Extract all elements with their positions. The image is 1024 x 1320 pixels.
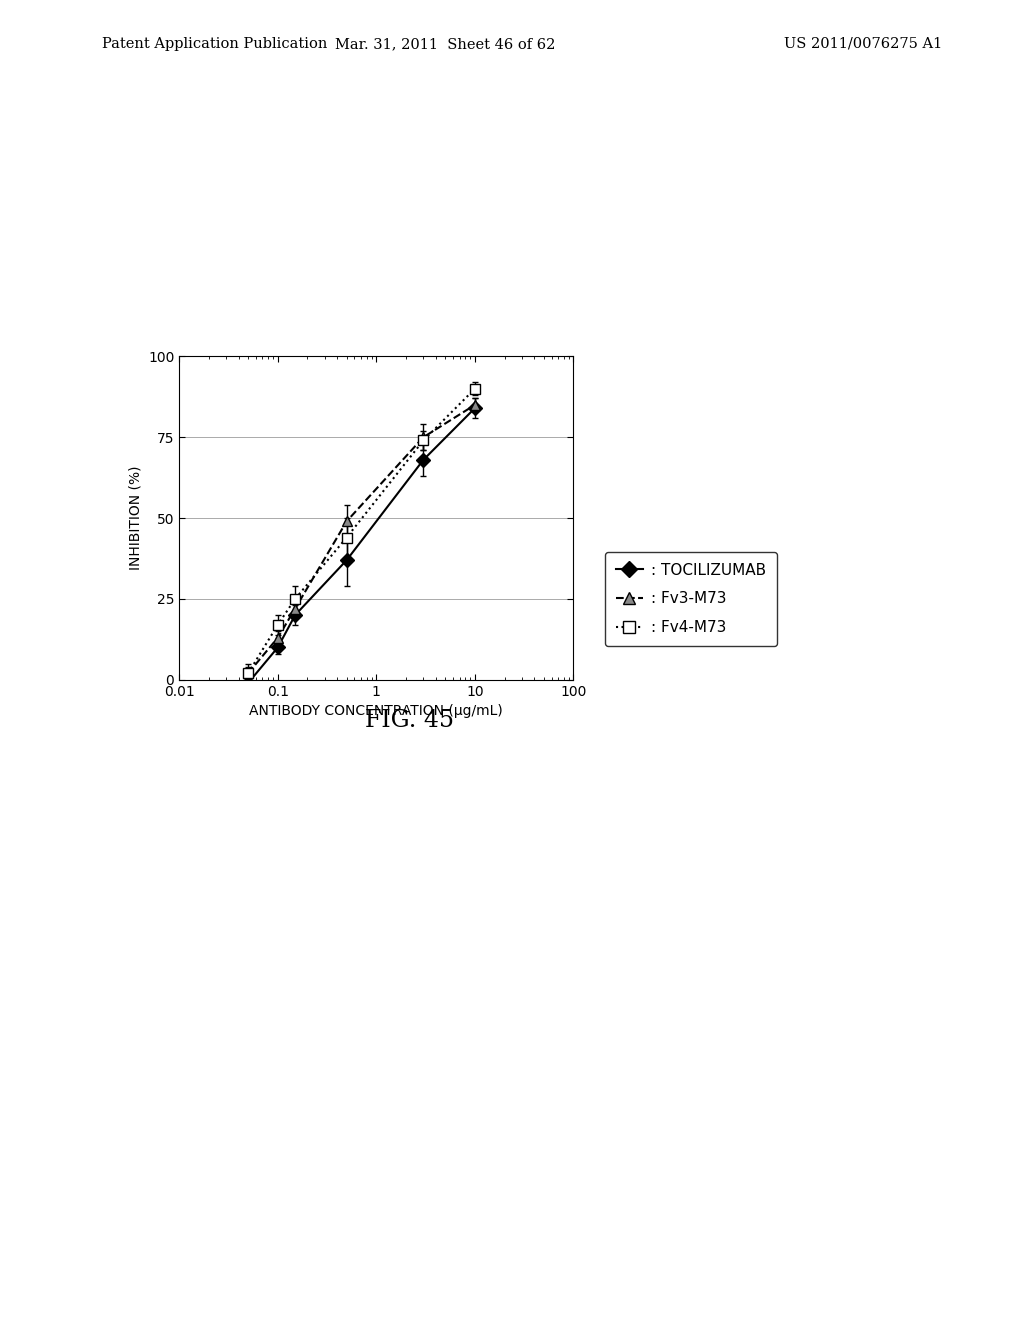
Text: US 2011/0076275 A1: US 2011/0076275 A1: [783, 37, 942, 51]
Text: Mar. 31, 2011  Sheet 46 of 62: Mar. 31, 2011 Sheet 46 of 62: [335, 37, 556, 51]
Text: FIG. 45: FIG. 45: [366, 709, 454, 731]
Legend: : TOCILIZUMAB, : Fv3-M73, : Fv4-M73: : TOCILIZUMAB, : Fv3-M73, : Fv4-M73: [605, 552, 776, 645]
Y-axis label: INHIBITION (%): INHIBITION (%): [128, 466, 142, 570]
X-axis label: ANTIBODY CONCENTRATION (μg/mL): ANTIBODY CONCENTRATION (μg/mL): [250, 704, 503, 718]
Text: Patent Application Publication: Patent Application Publication: [102, 37, 328, 51]
